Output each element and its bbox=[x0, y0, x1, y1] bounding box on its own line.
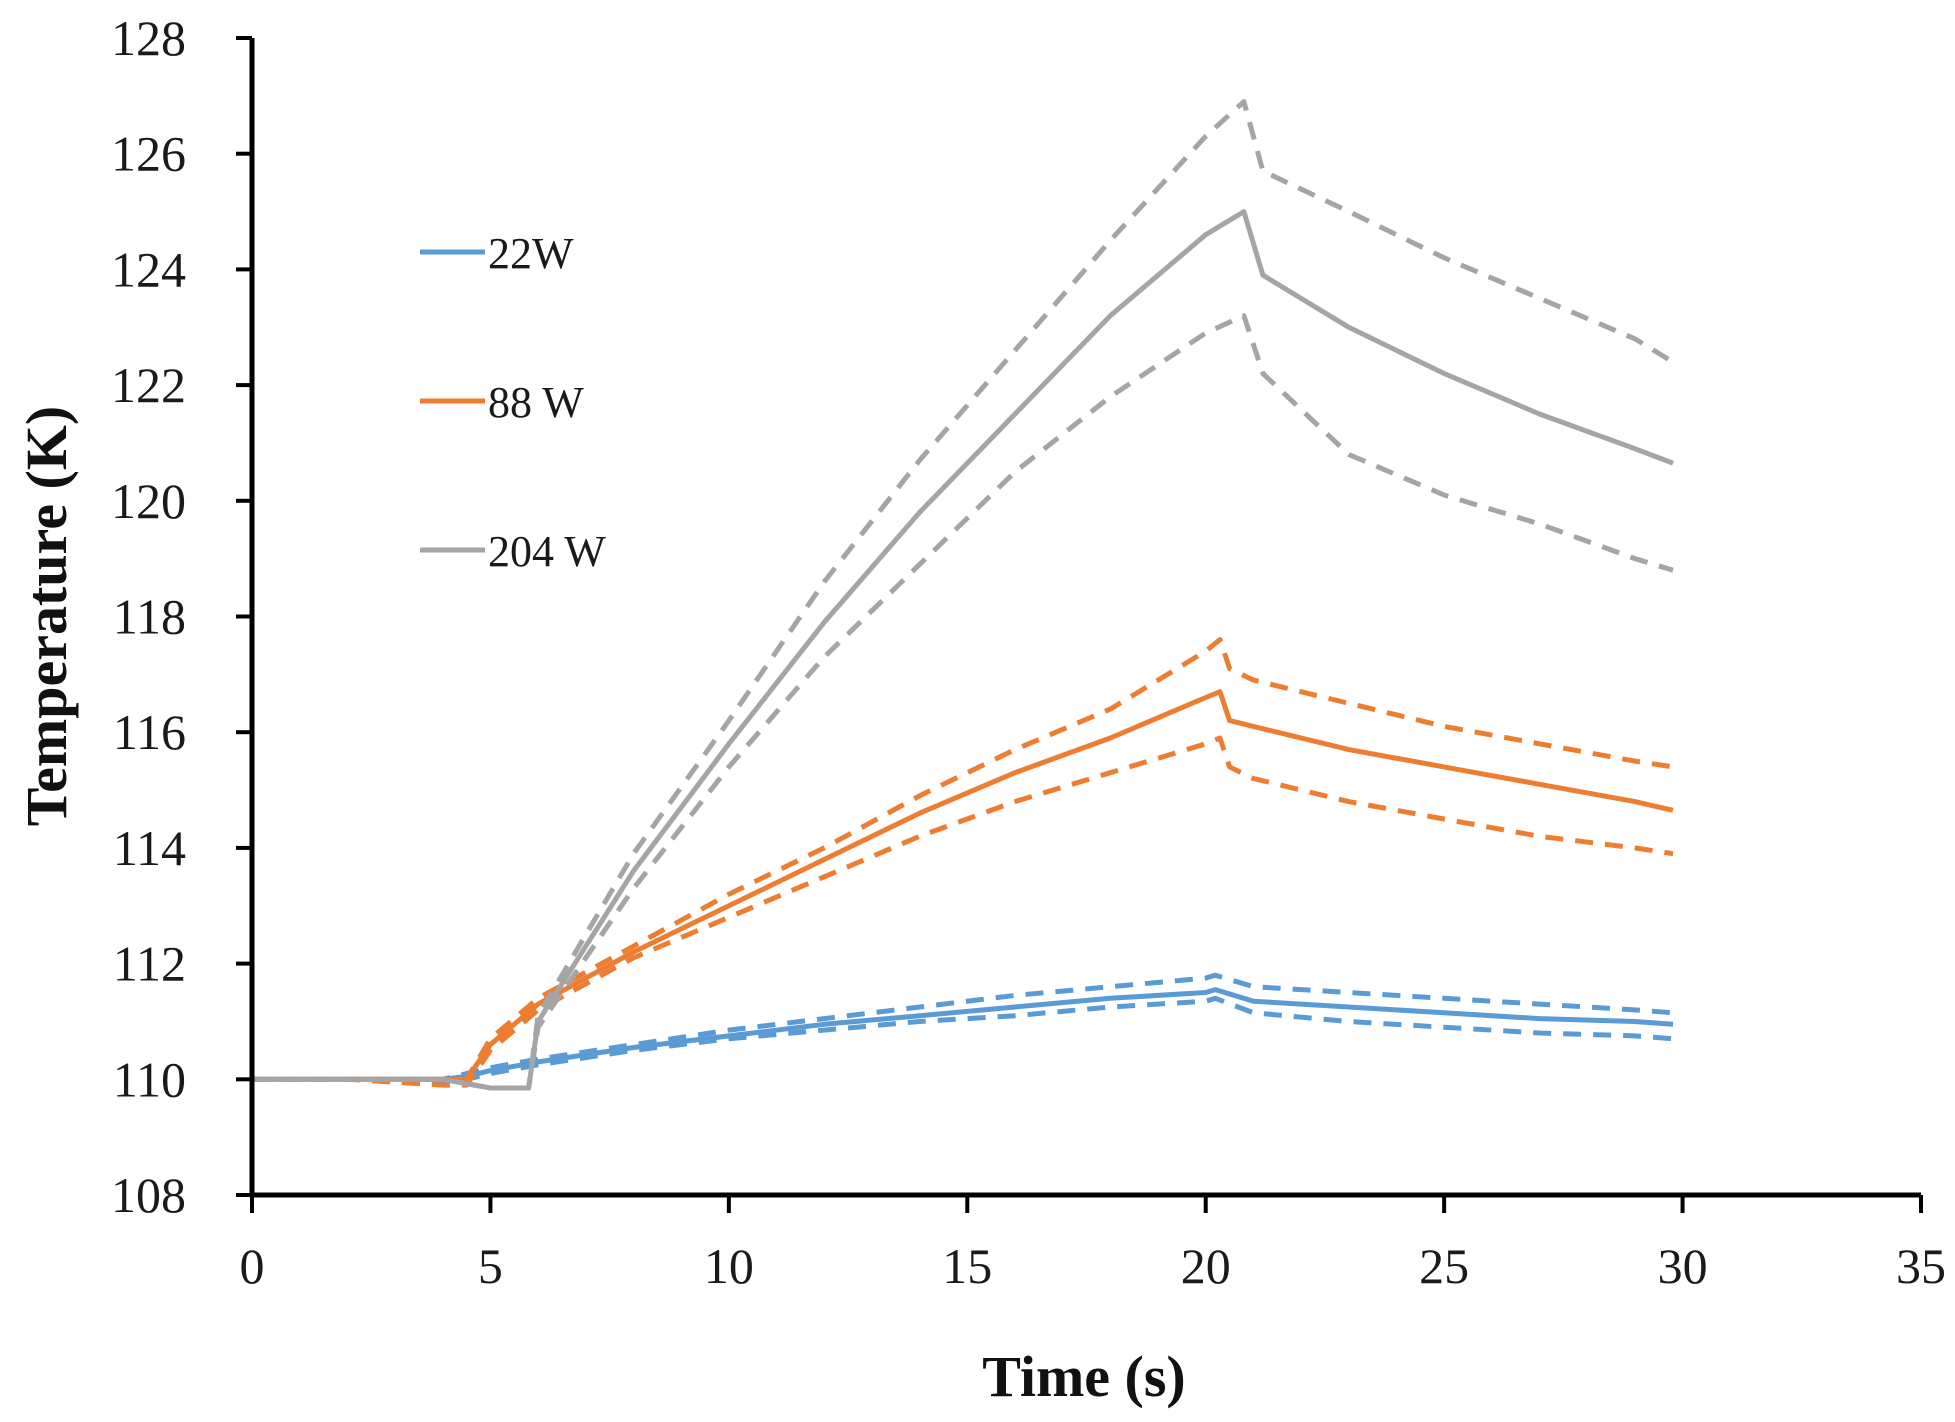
y-tick-label: 110 bbox=[113, 1051, 186, 1107]
series-layer bbox=[252, 99, 1675, 1091]
y-tick-label: 126 bbox=[111, 126, 186, 182]
y-tick-label: 112 bbox=[113, 936, 186, 992]
legend-label: 204 W bbox=[488, 527, 606, 576]
x-tick-label: 25 bbox=[1419, 1238, 1469, 1294]
x-tick-label: 35 bbox=[1896, 1238, 1946, 1294]
y-tick-label: 118 bbox=[113, 589, 186, 645]
axes-layer bbox=[249, 38, 1921, 1198]
series-bound-line-5 bbox=[252, 735, 1674, 1088]
x-axis-title: Time (s) bbox=[982, 1344, 1186, 1409]
legend-label: 22W bbox=[488, 229, 574, 278]
legend: 22W 88 W 204 W bbox=[420, 229, 606, 576]
series-line-6 bbox=[252, 209, 1674, 1091]
x-tick-label: 15 bbox=[942, 1238, 992, 1294]
legend-label: 88 W bbox=[488, 378, 584, 427]
y-axis-title: Temperature (K) bbox=[14, 406, 79, 826]
y-tick-label: 120 bbox=[111, 473, 186, 529]
series-line-0 bbox=[252, 987, 1674, 1082]
y-tick-label: 124 bbox=[111, 241, 186, 297]
x-tick-label: 30 bbox=[1658, 1238, 1708, 1294]
series-bound-line-8 bbox=[252, 313, 1674, 1091]
x-tick-label: 20 bbox=[1181, 1238, 1231, 1294]
y-tick-label: 128 bbox=[111, 10, 186, 66]
x-tick-label: 10 bbox=[704, 1238, 754, 1294]
series-line-3 bbox=[252, 689, 1674, 1082]
y-tick-label: 108 bbox=[111, 1167, 186, 1223]
ticks-layer: 0 5 10 15 20 25 30 35 108 110 112 114 116 118 120 122 12… bbox=[111, 10, 1946, 1294]
x-tick-label: 0 bbox=[240, 1238, 265, 1294]
y-tick-label: 114 bbox=[113, 820, 186, 876]
y-tick-label: 116 bbox=[113, 704, 186, 760]
y-tick-label: 122 bbox=[111, 357, 186, 413]
x-tick-label: 5 bbox=[478, 1238, 503, 1294]
